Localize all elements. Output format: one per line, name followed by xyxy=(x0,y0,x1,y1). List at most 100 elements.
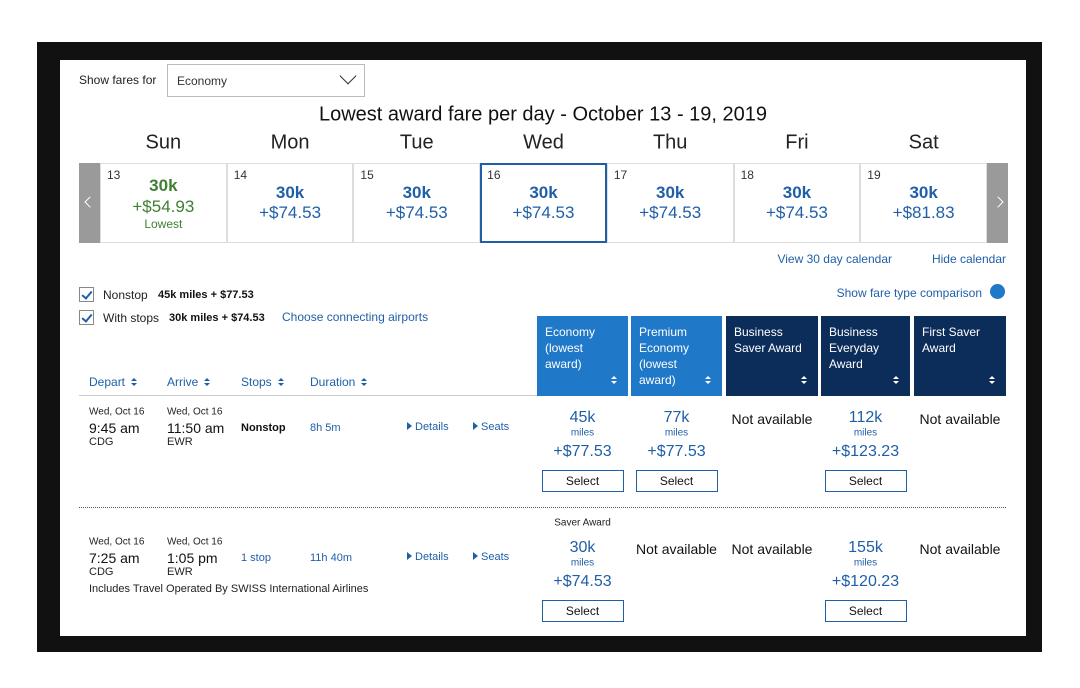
connecting-link[interactable]: Choose connecting airports xyxy=(282,310,429,324)
help-icon[interactable] xyxy=(990,284,1005,299)
day-cell[interactable] xyxy=(480,163,607,243)
fare-unit: miles xyxy=(664,427,689,439)
triangle-icon xyxy=(361,378,367,381)
option-fare: 30k miles + $74.53 xyxy=(169,312,265,324)
flight-airport: CDG xyxy=(89,436,114,448)
comparison-link[interactable]: Show fare type comparison xyxy=(836,286,982,300)
day-date: 16 xyxy=(487,168,501,182)
weekday: Thu xyxy=(652,131,688,154)
triangle-icon xyxy=(989,381,995,384)
fare-status: Not available xyxy=(919,411,1001,427)
day-cell[interactable] xyxy=(606,163,734,243)
flight-stops: 1 stop xyxy=(241,552,271,564)
flight-duration: 11h 40m xyxy=(310,552,352,564)
weekday: Sat xyxy=(908,131,939,154)
select-label[interactable]: Select xyxy=(848,604,883,618)
checkbox[interactable] xyxy=(79,287,94,302)
calendar-title: Lowest award fare per day - October 13 -… xyxy=(318,103,768,126)
details-link[interactable]: Details xyxy=(415,421,449,433)
sort-header[interactable]: Depart xyxy=(89,375,126,389)
flight-time: 9:45 am xyxy=(89,420,140,436)
fare-column-title: Economy (lowest award) xyxy=(545,325,596,371)
triangle-icon xyxy=(407,422,412,430)
day-miles: 30k xyxy=(402,183,431,202)
dropdown[interactable] xyxy=(167,64,365,97)
fare-unit: miles xyxy=(853,557,878,569)
day-cell[interactable] xyxy=(860,163,987,243)
fare-miles: 45k xyxy=(569,409,596,426)
select-label[interactable]: Select xyxy=(659,474,694,488)
seats-link[interactable]: Seats xyxy=(481,551,510,563)
day-cell[interactable] xyxy=(733,163,861,243)
fare-status: Not available xyxy=(919,541,1001,557)
triangle-icon xyxy=(131,383,137,386)
row-separator xyxy=(79,507,1006,508)
flight-time: 7:25 am xyxy=(89,550,140,566)
calendar-link[interactable]: Hide calendar xyxy=(931,252,1006,266)
flight-date: Wed, Oct 16 xyxy=(167,406,223,418)
select-button[interactable] xyxy=(824,470,907,492)
select-button[interactable] xyxy=(541,600,624,622)
fare-price: +$77.53 xyxy=(553,443,612,460)
day-price: +$74.53 xyxy=(385,203,448,222)
filter-label: Show fares for xyxy=(79,73,157,87)
triangle-icon xyxy=(705,376,711,379)
day-date: 18 xyxy=(740,168,754,182)
day-date: 14 xyxy=(233,168,248,182)
checkbox[interactable] xyxy=(79,310,94,325)
next-arrow[interactable] xyxy=(987,163,1008,243)
select-label[interactable]: Select xyxy=(565,474,600,488)
day-miles: 30k xyxy=(529,183,558,202)
triangle-icon xyxy=(611,376,617,379)
triangle-icon xyxy=(278,383,284,386)
sort-header[interactable]: Stops xyxy=(241,375,272,389)
triangle-icon xyxy=(893,376,899,379)
select-button[interactable] xyxy=(541,470,624,492)
triangle-icon xyxy=(131,378,137,381)
flight-time: 11:50 am xyxy=(167,420,225,436)
day-price: +$74.53 xyxy=(639,203,702,222)
flight-airport: EWR xyxy=(167,566,193,578)
day-price: +$74.53 xyxy=(512,203,575,222)
fare-price: +$123.23 xyxy=(831,443,900,460)
day-price: +$74.53 xyxy=(259,203,322,222)
day-date: 17 xyxy=(613,168,628,182)
triangle-icon xyxy=(407,552,412,560)
day-miles: 30k xyxy=(656,183,685,202)
select-button[interactable] xyxy=(635,470,718,492)
select-button[interactable] xyxy=(824,600,907,622)
fare-column-title: Business Saver Award xyxy=(734,325,802,355)
fare-price: +$74.53 xyxy=(553,573,612,590)
day-cell[interactable] xyxy=(226,163,354,243)
seats-link[interactable]: Seats xyxy=(481,421,510,433)
day-cell[interactable] xyxy=(353,163,481,243)
calendar-link[interactable]: View 30 day calendar xyxy=(777,252,892,266)
fare-price: +$120.23 xyxy=(831,573,900,590)
fare-unit: miles xyxy=(570,427,595,439)
prev-arrow[interactable] xyxy=(79,163,100,243)
option-label: Nonstop xyxy=(103,288,148,302)
day-cell[interactable] xyxy=(100,163,227,243)
fare-price: +$77.53 xyxy=(647,443,706,460)
sort-header[interactable]: Duration xyxy=(310,375,356,389)
flight-date: Wed, Oct 16 xyxy=(89,536,145,548)
day-date: 15 xyxy=(360,168,374,182)
day-miles: 30k xyxy=(909,183,938,202)
fare-status: Not available xyxy=(731,541,813,557)
day-miles: 30k xyxy=(782,183,812,202)
day-note: Lowest xyxy=(144,217,183,231)
day-miles: 30k xyxy=(149,176,178,195)
weekday: Mon xyxy=(270,131,310,154)
details-link[interactable]: Details xyxy=(415,551,449,563)
fare-column-title: First Saver Award xyxy=(922,325,981,355)
day-price: +$74.53 xyxy=(765,203,828,222)
fare-column-title: Premium Economy (lowest award) xyxy=(639,325,690,387)
select-label[interactable]: Select xyxy=(848,474,883,488)
flight-note: Includes Travel Operated By SWISS Intern… xyxy=(89,583,369,595)
fare-status: Not available xyxy=(731,411,813,427)
flight-duration: 8h 5m xyxy=(310,422,341,434)
select-label[interactable]: Select xyxy=(565,604,600,618)
sort-header[interactable]: Arrive xyxy=(167,375,199,389)
weekday: Sun xyxy=(145,131,182,154)
fare-unit: miles xyxy=(853,427,878,439)
